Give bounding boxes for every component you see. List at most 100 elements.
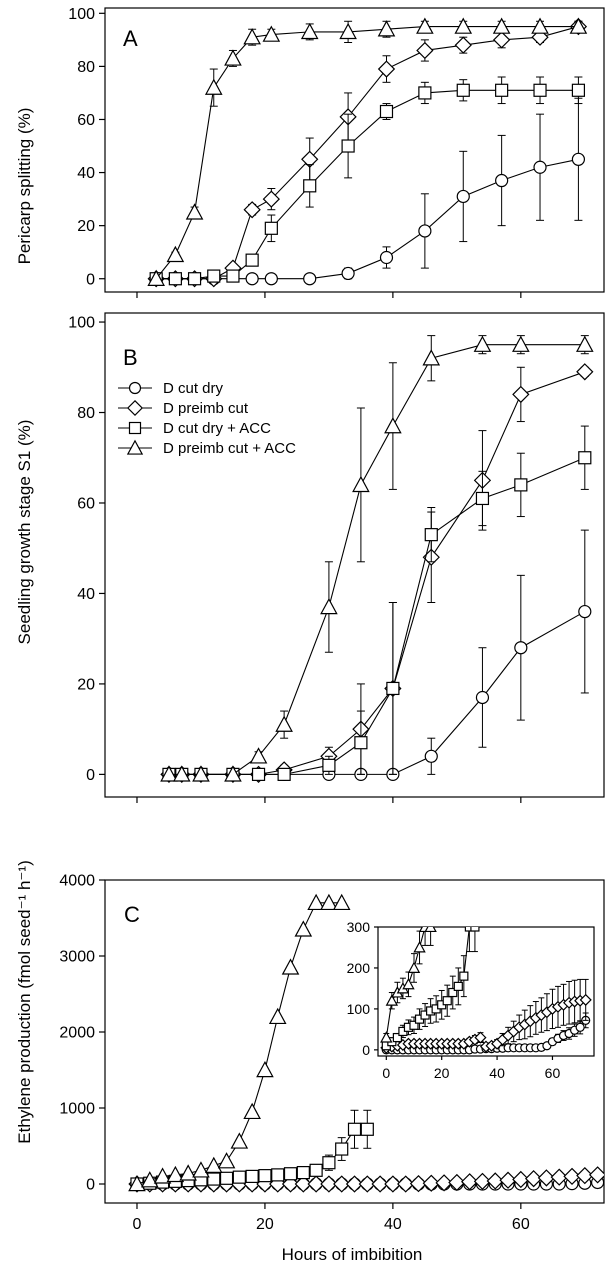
data-point <box>424 749 438 763</box>
data-point <box>243 28 261 45</box>
data-point <box>185 203 204 220</box>
data-point <box>251 767 266 781</box>
data-point <box>360 1122 374 1136</box>
data-point <box>168 272 182 286</box>
legend-entry: D cut dry <box>118 380 224 397</box>
y-tick-label: 1000 <box>59 1101 95 1118</box>
data-point <box>207 1172 221 1186</box>
series-triangle <box>160 335 594 782</box>
data-point <box>219 1171 234 1185</box>
y-tick-label: 200 <box>347 960 371 976</box>
data-point <box>128 1174 146 1192</box>
plot-frame <box>377 926 595 1057</box>
y-tick-label: 80 <box>77 405 95 422</box>
data-point <box>409 1020 419 1030</box>
data-point <box>204 78 223 95</box>
data-point <box>531 17 549 34</box>
y-tick-label: 2000 <box>59 1025 95 1042</box>
y-tick-label: 100 <box>68 6 95 23</box>
y-tick-label: 20 <box>77 677 95 694</box>
data-point <box>147 269 165 286</box>
data-point <box>226 269 240 283</box>
legend-marker <box>126 439 144 455</box>
data-point <box>416 41 434 60</box>
legend-label: D preimb cut <box>163 400 249 417</box>
data-point <box>588 1166 604 1184</box>
data-point <box>232 1170 246 1184</box>
series-square <box>162 425 592 781</box>
data-point <box>569 17 588 34</box>
data-point <box>416 17 434 34</box>
data-point <box>245 272 259 286</box>
data-point <box>333 1175 351 1193</box>
data-point <box>474 1031 487 1044</box>
data-point <box>384 417 402 434</box>
data-point <box>435 1174 453 1192</box>
y-tick-label: 40 <box>77 165 95 182</box>
y-tick-label: 100 <box>68 315 95 332</box>
data-point <box>453 981 463 991</box>
legend-entry: D cut dry + ACC <box>118 420 271 437</box>
data-point <box>397 1175 415 1193</box>
series-line <box>168 611 586 775</box>
plot-frame <box>104 879 605 1204</box>
series-line <box>156 89 579 280</box>
data-point <box>386 681 400 696</box>
data-point <box>512 385 530 404</box>
data-point <box>459 971 469 981</box>
data-point <box>275 715 293 732</box>
data-point <box>160 765 178 782</box>
data-point <box>377 20 396 37</box>
data-point <box>153 1167 172 1184</box>
data-point <box>454 17 473 34</box>
data-point <box>230 1132 249 1149</box>
x-tick-label: 60 <box>512 1216 530 1233</box>
panel-label-a: A <box>123 26 138 51</box>
data-point <box>514 478 528 492</box>
y-tick-label: 3000 <box>59 949 95 966</box>
x-tick-label: 20 <box>434 1065 450 1081</box>
data-point <box>309 1163 323 1177</box>
data-point <box>224 765 242 782</box>
data-point <box>392 1032 402 1043</box>
y-axis-label-c: Ethylene production (fmol seed⁻¹ h⁻¹) <box>15 860 34 1143</box>
data-point <box>524 1170 543 1188</box>
data-point <box>576 335 594 352</box>
y-tick-label: 100 <box>347 1001 371 1017</box>
data-point <box>409 1174 428 1193</box>
series-circle <box>162 529 592 781</box>
data-point <box>332 893 351 911</box>
data-point <box>262 190 280 208</box>
data-point <box>470 927 480 932</box>
data-point <box>371 1175 389 1193</box>
data-point <box>296 1165 310 1180</box>
data-point <box>461 1173 479 1191</box>
data-point <box>537 1169 556 1187</box>
data-point <box>271 1168 285 1182</box>
y-tick-label: 20 <box>77 218 95 235</box>
data-point <box>571 152 586 166</box>
data-point <box>303 179 317 193</box>
legend-label: D cut dry <box>163 380 224 397</box>
data-point <box>475 690 490 705</box>
series-line <box>155 26 579 280</box>
series-line <box>168 457 586 775</box>
series-diamond <box>147 17 588 288</box>
data-point <box>579 993 592 1006</box>
y-tick-label: 60 <box>77 112 95 129</box>
data-point <box>341 266 355 281</box>
series-triangle <box>128 893 351 1192</box>
x-tick-label: 0 <box>382 1065 390 1081</box>
y-tick-label: 4000 <box>59 873 95 890</box>
data-point <box>402 977 415 990</box>
data-point <box>576 1166 594 1185</box>
data-point <box>413 941 426 953</box>
legend-marker <box>127 400 143 416</box>
data-point <box>533 83 547 97</box>
data-point <box>407 961 421 973</box>
series-line <box>156 158 579 280</box>
y-tick-label: 0 <box>86 767 95 784</box>
data-point <box>207 269 221 283</box>
data-point <box>377 60 396 78</box>
